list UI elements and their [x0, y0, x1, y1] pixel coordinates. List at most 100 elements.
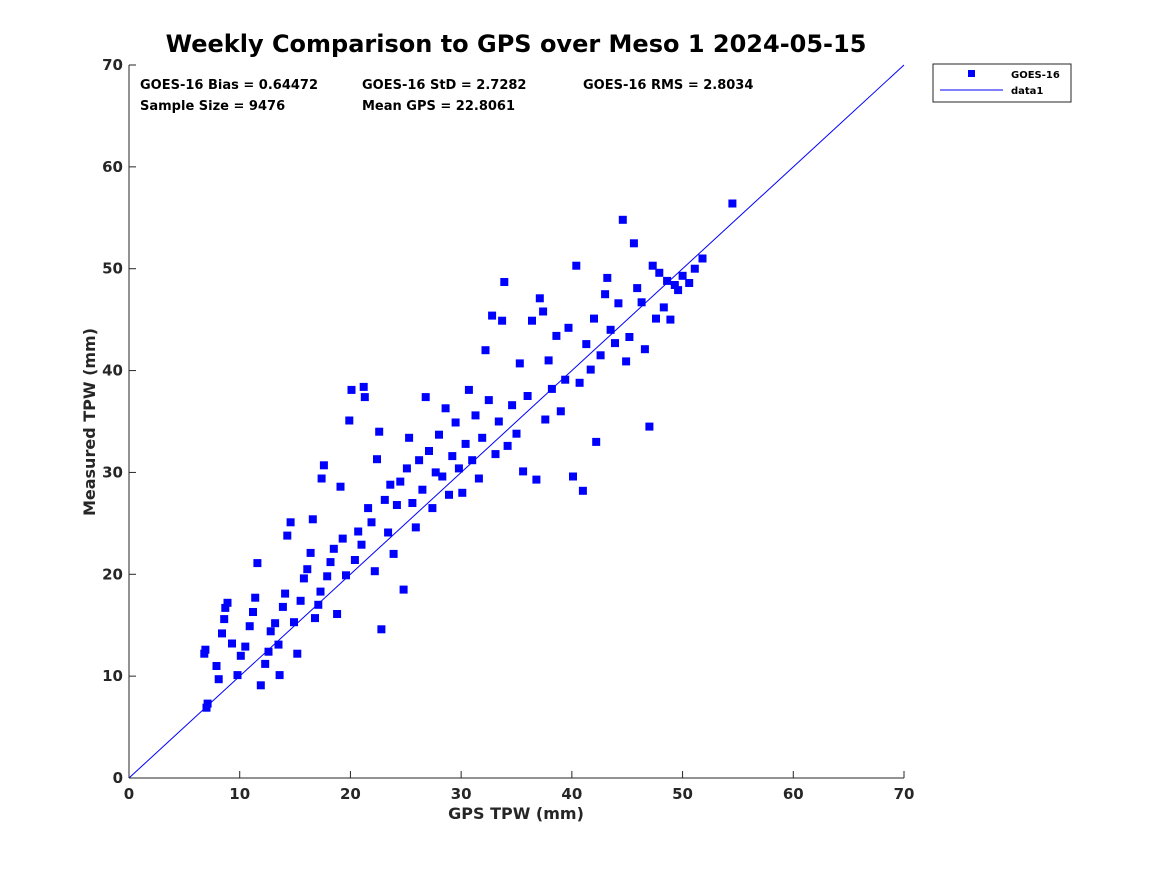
scatter-point — [308, 515, 317, 524]
scatter-point — [354, 527, 363, 536]
scatter-point — [333, 610, 342, 618]
scatter-point — [319, 461, 328, 470]
scatter-point — [253, 559, 262, 568]
scatter-point — [329, 544, 338, 553]
scatter-point — [375, 427, 384, 436]
scatter-point — [283, 531, 292, 540]
scatter-point — [402, 464, 411, 473]
scatter-point — [603, 273, 612, 282]
scatter-point — [326, 558, 335, 567]
scatter-point — [582, 340, 591, 349]
scatter-point — [652, 314, 660, 323]
scatter-point — [561, 375, 570, 384]
legend-label-goes16: GOES-16 — [1011, 70, 1060, 81]
scatter-point — [451, 418, 460, 427]
scatter-point — [389, 549, 398, 558]
legend-label-data1: data1 — [1011, 86, 1043, 97]
y-tick-label: 30 — [102, 463, 123, 481]
scatter-point — [578, 486, 587, 495]
scatter-point — [345, 416, 354, 425]
scatter-point — [515, 359, 524, 368]
scatter-point — [586, 365, 595, 374]
scatter-point — [299, 574, 308, 583]
x-tick-label: 30 — [451, 785, 472, 803]
scatter-point — [461, 439, 470, 448]
scatter-point — [256, 681, 265, 690]
scatter-point — [500, 278, 509, 286]
scatter-point — [428, 504, 437, 513]
legend: GOES-16 data1 — [932, 63, 1072, 103]
scatter-point — [218, 629, 226, 638]
scatter-point — [448, 452, 457, 461]
scatter-point — [396, 477, 405, 486]
scatter-point — [601, 290, 610, 299]
scatter-point — [336, 482, 345, 491]
scatter-point — [690, 264, 699, 273]
scatter-point — [275, 671, 284, 680]
y-tick-label: 70 — [102, 56, 123, 74]
scatter-point — [596, 351, 605, 360]
scatter-point — [271, 619, 280, 628]
scatter-point — [203, 699, 212, 708]
scatter-point — [411, 523, 420, 532]
scatter-point — [484, 396, 493, 405]
scatter-point — [311, 614, 319, 623]
scatter-point — [296, 596, 305, 605]
y-axis-ticks: 0 10 20 30 40 50 60 70 — [102, 56, 136, 787]
x-tick-label: 10 — [229, 785, 250, 803]
scatter-point — [261, 659, 270, 668]
scatter-point — [575, 378, 584, 387]
scatter-point — [281, 589, 290, 598]
scatter-point — [532, 475, 541, 484]
scatter-point — [519, 467, 528, 476]
x-axis-label: GPS TPW (mm) — [448, 804, 584, 823]
scatter-point — [637, 298, 646, 307]
scatter-point — [494, 417, 503, 426]
scatter-point — [464, 385, 473, 394]
scatter-point — [342, 571, 350, 580]
scatter-point — [468, 456, 477, 465]
scatter-point — [478, 433, 487, 442]
scatter-point — [370, 567, 379, 576]
scatter-point — [640, 345, 649, 354]
scatter-point — [528, 316, 536, 325]
scatter-point — [212, 662, 221, 670]
scatter-point — [236, 651, 245, 660]
scatter-point — [249, 608, 257, 616]
scatter-point — [316, 587, 325, 596]
scatter-point — [399, 585, 408, 594]
scatter-point — [539, 307, 548, 316]
y-tick-label: 50 — [102, 260, 123, 278]
scatter-point — [606, 325, 615, 334]
scatter-point — [373, 455, 381, 464]
scatter-point — [278, 602, 287, 611]
x-axis-ticks: 0 10 20 30 40 50 60 70 — [124, 771, 914, 803]
x-tick-label: 50 — [672, 785, 693, 803]
scatter-point — [441, 404, 450, 413]
scatter-point — [556, 407, 565, 416]
scatter-point — [350, 556, 359, 564]
scatter-point — [251, 593, 260, 602]
scatter-point — [445, 490, 453, 499]
scatter-point — [221, 603, 230, 612]
scatter-point — [264, 647, 273, 656]
scatter-point — [503, 441, 512, 450]
scatter-point — [384, 528, 393, 537]
scatter-point — [367, 518, 376, 527]
scatter-point — [611, 339, 619, 348]
scatter-point — [523, 392, 532, 400]
legend-marker-goes16-icon — [968, 70, 975, 77]
y-tick-label: 10 — [102, 667, 123, 685]
scatter-point — [625, 333, 634, 341]
scatter-point — [223, 598, 232, 607]
scatter-point — [323, 572, 332, 581]
scatter-point — [728, 199, 737, 208]
scatter-point — [674, 286, 683, 295]
scatter-point — [454, 464, 463, 473]
scatter-point — [474, 474, 483, 483]
scatter-point — [435, 430, 443, 439]
legend-box — [932, 63, 1072, 103]
scatter-point — [431, 468, 440, 477]
scatter-point — [552, 331, 561, 340]
